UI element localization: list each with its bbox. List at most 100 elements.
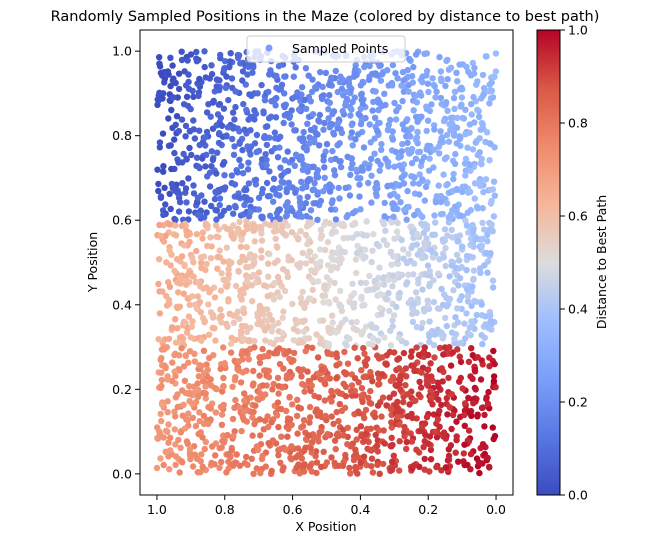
data-point (263, 156, 270, 164)
data-point (276, 360, 284, 368)
data-point (391, 235, 398, 242)
data-point (469, 283, 476, 290)
data-point (439, 134, 446, 141)
data-point (320, 126, 327, 133)
data-point (256, 320, 263, 327)
data-point (231, 143, 238, 150)
data-point (201, 63, 208, 71)
data-point (432, 94, 439, 101)
data-point (315, 394, 322, 401)
data-point (427, 446, 435, 454)
legend-box (246, 35, 406, 63)
data-point (275, 62, 283, 70)
data-point (378, 311, 385, 318)
data-point (368, 455, 376, 462)
data-point (453, 140, 460, 147)
data-point (156, 63, 164, 70)
data-point (158, 354, 165, 362)
data-point (244, 461, 251, 469)
data-point (421, 50, 428, 57)
data-point (261, 417, 269, 424)
data-point (174, 94, 181, 101)
data-point (202, 438, 209, 446)
data-point (245, 356, 252, 363)
data-point (214, 149, 221, 156)
data-point (224, 323, 231, 330)
data-point (171, 267, 178, 275)
data-point (280, 230, 287, 237)
data-point (361, 246, 369, 253)
data-point (214, 265, 221, 272)
data-point (186, 383, 193, 390)
data-point (236, 128, 243, 135)
data-point (465, 438, 473, 445)
data-point (217, 287, 225, 294)
data-point (362, 430, 370, 438)
data-point (237, 60, 244, 67)
data-point (450, 94, 458, 102)
data-point (252, 279, 260, 286)
data-point (305, 377, 312, 385)
data-point (431, 146, 438, 153)
data-point (456, 296, 463, 304)
data-point (248, 455, 255, 462)
data-point (188, 151, 195, 159)
data-point (402, 339, 410, 347)
data-point (365, 340, 372, 348)
data-point (275, 423, 282, 431)
data-point (445, 374, 452, 382)
data-point (317, 340, 324, 347)
data-point (370, 231, 377, 238)
data-point (220, 382, 227, 390)
data-point (337, 287, 344, 295)
data-point (443, 303, 451, 310)
data-point (292, 151, 300, 158)
data-point (166, 190, 173, 197)
data-point (482, 53, 490, 60)
data-point (240, 229, 247, 237)
data-point (200, 347, 208, 354)
data-point (275, 345, 283, 352)
data-point (208, 163, 215, 170)
data-point (190, 117, 197, 124)
data-point (207, 309, 215, 316)
data-point (158, 346, 166, 353)
data-point (415, 449, 423, 456)
data-point (434, 416, 442, 423)
data-point (240, 305, 247, 312)
data-point (321, 284, 328, 292)
data-point (351, 344, 358, 351)
data-point (485, 324, 492, 332)
data-point (169, 77, 176, 84)
data-point (348, 121, 355, 129)
data-point (435, 396, 442, 403)
data-point (292, 454, 300, 461)
data-point (490, 373, 498, 380)
data-point (346, 298, 353, 305)
data-point (249, 298, 256, 305)
data-point (389, 272, 396, 279)
data-point (408, 125, 415, 132)
data-point (198, 337, 205, 344)
data-point (341, 348, 348, 356)
data-point (336, 301, 343, 308)
data-point (213, 170, 220, 177)
data-point (286, 393, 293, 401)
data-point (326, 91, 333, 99)
colorbar-tick-label: 0.2 (568, 395, 588, 410)
data-point (357, 206, 364, 213)
data-point (459, 188, 466, 196)
data-point (281, 90, 288, 97)
data-point (228, 75, 236, 82)
data-point (358, 331, 365, 338)
data-point (171, 215, 178, 223)
data-point (273, 243, 280, 250)
data-point (388, 182, 395, 189)
data-point (220, 276, 227, 283)
data-point (263, 306, 271, 313)
data-point (203, 109, 211, 116)
data-point (424, 297, 431, 304)
data-point (419, 423, 426, 430)
data-point (178, 56, 186, 64)
data-point (276, 215, 283, 223)
